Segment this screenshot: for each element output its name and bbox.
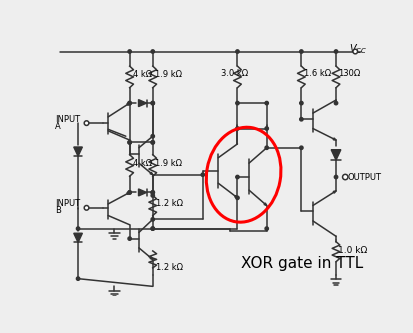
Text: 4 kΩ: 4 kΩ [133,159,152,167]
Circle shape [151,102,154,105]
Circle shape [335,175,338,179]
Text: $V_{CC}$: $V_{CC}$ [349,42,367,56]
Circle shape [84,121,89,126]
Circle shape [353,49,358,54]
Circle shape [236,175,239,179]
Text: 1.0 kΩ: 1.0 kΩ [338,246,368,255]
Polygon shape [74,147,82,156]
Polygon shape [127,192,130,194]
Circle shape [300,118,303,121]
Circle shape [300,102,303,105]
Circle shape [151,227,154,230]
Circle shape [151,218,154,221]
Polygon shape [150,172,153,175]
Polygon shape [150,257,153,259]
Circle shape [335,50,338,53]
Circle shape [300,146,303,150]
Circle shape [128,141,131,144]
Text: 3.0 kΩ: 3.0 kΩ [221,69,248,78]
Circle shape [300,50,303,53]
Circle shape [128,141,131,144]
Circle shape [335,102,338,105]
Circle shape [236,102,239,105]
Text: 1.6 kΩ: 1.6 kΩ [304,69,331,78]
Circle shape [128,102,131,105]
Text: XOR gate in TTL: XOR gate in TTL [241,256,363,271]
Circle shape [151,141,154,144]
Text: 1.9 kΩ: 1.9 kΩ [155,159,182,167]
Circle shape [265,127,268,130]
Text: INPUT: INPUT [55,115,80,124]
Circle shape [236,50,239,53]
Text: 1.2 kΩ: 1.2 kΩ [156,199,183,208]
Text: INPUT: INPUT [55,199,80,208]
Circle shape [84,205,89,210]
Circle shape [236,196,239,199]
Circle shape [151,102,154,105]
Circle shape [151,194,154,197]
Text: OUTPUT: OUTPUT [348,172,382,181]
Circle shape [342,174,348,180]
Text: 1.9 kΩ: 1.9 kΩ [155,70,182,79]
Text: B: B [55,206,61,215]
Circle shape [236,127,239,130]
Circle shape [265,102,268,105]
Text: 1.2 kΩ: 1.2 kΩ [156,263,183,272]
Text: 130Ω: 130Ω [338,69,361,78]
Circle shape [76,227,80,230]
Circle shape [151,191,154,194]
Circle shape [151,135,154,138]
Circle shape [265,227,268,230]
Circle shape [151,227,154,230]
Polygon shape [264,203,267,205]
Circle shape [201,173,204,176]
Text: A: A [55,122,61,131]
Polygon shape [138,100,147,107]
Text: 4 kΩ: 4 kΩ [133,70,152,79]
Polygon shape [138,189,147,196]
Polygon shape [235,195,237,198]
Circle shape [128,102,131,105]
Circle shape [76,277,80,280]
Circle shape [128,191,131,194]
Polygon shape [333,138,336,140]
Circle shape [151,141,154,144]
Polygon shape [331,150,341,160]
Circle shape [265,146,268,150]
Polygon shape [333,191,336,193]
Polygon shape [74,233,82,242]
Circle shape [151,50,154,53]
Circle shape [128,237,131,240]
Circle shape [151,191,154,194]
Polygon shape [127,103,130,106]
Circle shape [128,50,131,53]
Circle shape [128,191,131,194]
